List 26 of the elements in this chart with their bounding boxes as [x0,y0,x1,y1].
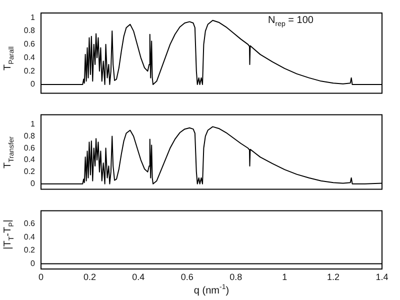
y-tick-label: 0.6 [24,219,36,228]
annotation: N$_{rep}$ = 100 [268,15,314,28]
y-tick-label: 0.4 [24,232,36,242]
y-tick-label: 0.6 [24,143,36,152]
x-tick-label: 0.2 [83,272,96,282]
y-tick-label: 0.8 [24,131,36,140]
x-tick-label: 0.6 [180,272,194,282]
x-tick-label: 0.8 [230,272,242,282]
y-tick-label: 0.2 [24,167,36,176]
y-tick-label: 0 [30,258,36,268]
x-tick-label: 0 [38,272,44,282]
y-tick-label: 0 [30,179,36,188]
y-tick-label: 1 [30,12,36,22]
y-tick-label: 0.8 [24,26,36,36]
x-axis-title: q (nm$^{-1}$) [192,284,230,296]
y-tick-label: 0.4 [24,155,36,164]
x-tick-label: 1.2 [327,272,340,282]
x-tick-label: 1.4 [376,272,388,282]
y-tick-label: 0.6 [24,40,36,49]
y-tick-label: 1 [30,120,36,129]
y-tick-label: 0.2 [24,246,36,255]
y-tick-label: 0 [30,80,36,89]
y-tick-label: 0.2 [24,66,36,76]
y-tick-label: 0.4 [24,52,36,62]
x-tick-label: 0.4 [132,272,145,282]
x-tick-label: 1 [282,272,288,282]
